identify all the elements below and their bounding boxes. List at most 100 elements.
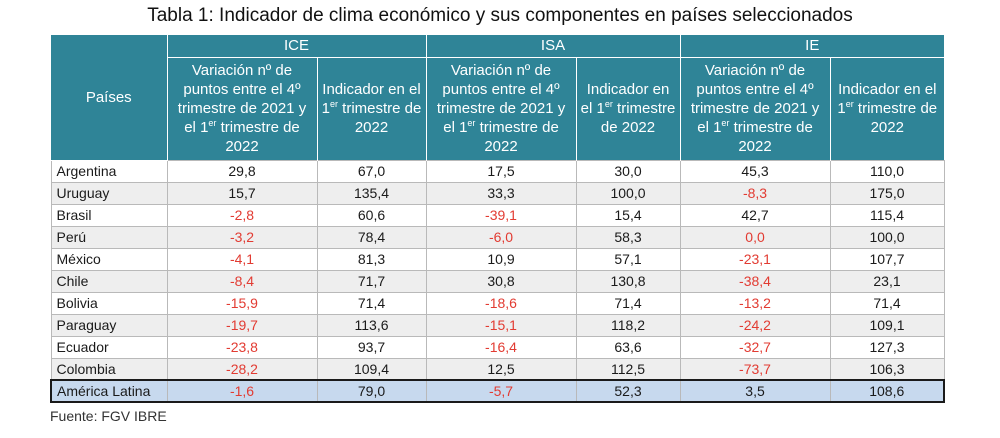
sub-header-row: Variación nº de puntos entre el 4º trime… [51, 57, 945, 160]
table-row: Argentina 29,8 67,0 17,5 30,0 45,3 110,0 [50, 159, 945, 183]
table-row: Bolivia -15,9 71,4 -18,6 71,4 -13,2 71,4 [50, 291, 945, 315]
col-header-paises: Países [51, 35, 168, 161]
value-cell: 109,4 [316, 357, 427, 381]
value-cell: 175,0 [829, 181, 945, 205]
value-cell: -73,7 [679, 357, 831, 381]
value-cell: -1,6 [166, 379, 318, 403]
value-cell: -3,2 [166, 225, 318, 249]
country-cell: Ecuador [50, 335, 168, 359]
value-cell: -4,1 [166, 247, 318, 271]
value-cell: -5,7 [425, 379, 577, 403]
col-header-indicador: Indicador en el 1er trimestre de 2022 [316, 57, 427, 160]
value-cell: -39,1 [425, 203, 577, 227]
value-cell: 10,9 [425, 247, 577, 271]
value-cell: -15,1 [425, 313, 577, 337]
value-cell: 71,4 [575, 291, 681, 315]
value-cell: -18,6 [425, 291, 577, 315]
value-cell: 0,0 [679, 225, 831, 249]
value-cell: 23,1 [829, 269, 945, 293]
table-row: Chile -8,4 71,7 30,8 130,8 -38,4 23,1 [50, 269, 945, 293]
country-cell: Bolivia [50, 291, 168, 315]
table-row: México -4,1 81,3 10,9 57,1 -23,1 107,7 [50, 247, 945, 271]
country-cell: Uruguay [50, 181, 168, 205]
col-header-variacion: Variación nº de puntos entre el 4º trime… [166, 57, 318, 160]
country-cell: Chile [50, 269, 168, 293]
value-cell: -24,2 [679, 313, 831, 337]
value-cell: 79,0 [316, 379, 427, 403]
value-cell: 78,4 [316, 225, 427, 249]
value-cell: 135,4 [316, 181, 427, 205]
country-cell: América Latina [50, 379, 168, 403]
table-row: Colombia -28,2 109,4 12,5 112,5 -73,7 106,3 [50, 357, 945, 381]
value-cell: -19,7 [166, 313, 318, 337]
value-cell: -16,4 [425, 335, 577, 359]
value-cell: 71,4 [829, 291, 945, 315]
value-cell: -8,4 [166, 269, 318, 293]
table-title: Tabla 1: Indicador de clima económico y … [147, 5, 853, 26]
value-cell: 93,7 [316, 335, 427, 359]
value-cell: 57,1 [575, 247, 681, 271]
group-header-ie: IE [679, 35, 945, 58]
value-cell: 81,3 [316, 247, 427, 271]
superscript: er [208, 118, 217, 128]
country-cell: Argentina [50, 159, 168, 183]
value-cell: 52,3 [575, 379, 681, 403]
value-cell: 115,4 [829, 203, 945, 227]
col-header-variacion: Variación nº de puntos entre el 4º trime… [679, 57, 831, 160]
value-cell: 107,7 [829, 247, 945, 271]
value-cell: -23,1 [679, 247, 831, 271]
value-cell: 113,6 [316, 313, 427, 337]
country-cell: Colombia [50, 357, 168, 381]
value-cell: 33,3 [425, 181, 577, 205]
value-cell: 118,2 [575, 313, 681, 337]
table-body: Argentina 29,8 67,0 17,5 30,0 45,3 110,0 Urugua… [50, 159, 946, 403]
value-cell: 29,8 [166, 159, 318, 183]
value-cell: -2,8 [166, 203, 318, 227]
value-cell: 12,5 [425, 357, 577, 381]
country-cell: Paraguay [50, 313, 168, 337]
source-note: Fuente: FGV IBRE [50, 408, 167, 424]
superscript: er [721, 118, 730, 128]
value-cell: 17,5 [425, 159, 577, 183]
value-cell: 109,1 [829, 313, 945, 337]
superscript: er [329, 99, 338, 109]
value-cell: 63,6 [575, 335, 681, 359]
value-cell: 127,3 [829, 335, 945, 359]
table-header: Países ICE ISA IE Variación nº de puntos… [51, 35, 945, 161]
value-cell: 15,7 [166, 181, 318, 205]
country-cell: Perú [50, 225, 168, 249]
value-cell: 45,3 [679, 159, 831, 183]
value-cell: -28,2 [166, 357, 318, 381]
value-cell: 60,6 [316, 203, 427, 227]
value-cell: 100,0 [829, 225, 945, 249]
group-header-isa: ISA [425, 35, 681, 58]
superscript: er [604, 99, 613, 109]
value-cell: 100,0 [575, 181, 681, 205]
value-cell: -15,9 [166, 291, 318, 315]
col-header-indicador: Indicador en el 1er trimestre de 2022 [829, 57, 945, 160]
data-table: Países ICE ISA IE Variación nº de puntos… [50, 35, 946, 403]
value-cell: -13,2 [679, 291, 831, 315]
table-row: Perú -3,2 78,4 -6,0 58,3 0,0 100,0 [50, 225, 945, 249]
country-cell: Brasil [50, 203, 168, 227]
col-header-variacion: Variación nº de puntos entre el 4º trime… [425, 57, 577, 160]
value-cell: -32,7 [679, 335, 831, 359]
table-row: Paraguay -19,7 113,6 -15,1 118,2 -24,2 109,1 [50, 313, 945, 337]
value-cell: 71,4 [316, 291, 427, 315]
value-cell: 30,0 [575, 159, 681, 183]
col-header-indicador: Indicador en el 1er trimestre de 2022 [575, 57, 681, 160]
table-row: Ecuador -23,8 93,7 -16,4 63,6 -32,7 127,3 [50, 335, 945, 359]
value-cell: 3,5 [679, 379, 831, 403]
value-cell: 42,7 [679, 203, 831, 227]
value-cell: 30,8 [425, 269, 577, 293]
superscript: er [467, 118, 476, 128]
value-cell: -6,0 [425, 225, 577, 249]
value-cell: 71,7 [316, 269, 427, 293]
superscript: er [845, 99, 854, 109]
table-row: Uruguay 15,7 135,4 33,3 100,0 -8,3 175,0 [50, 181, 945, 205]
value-cell: 108,6 [829, 379, 946, 403]
group-header-row: Países ICE ISA IE [51, 35, 945, 161]
table-row: Brasil -2,8 60,6 -39,1 15,4 42,7 115,4 [50, 203, 945, 227]
value-cell: 58,3 [575, 225, 681, 249]
value-cell: 110,0 [829, 159, 945, 183]
